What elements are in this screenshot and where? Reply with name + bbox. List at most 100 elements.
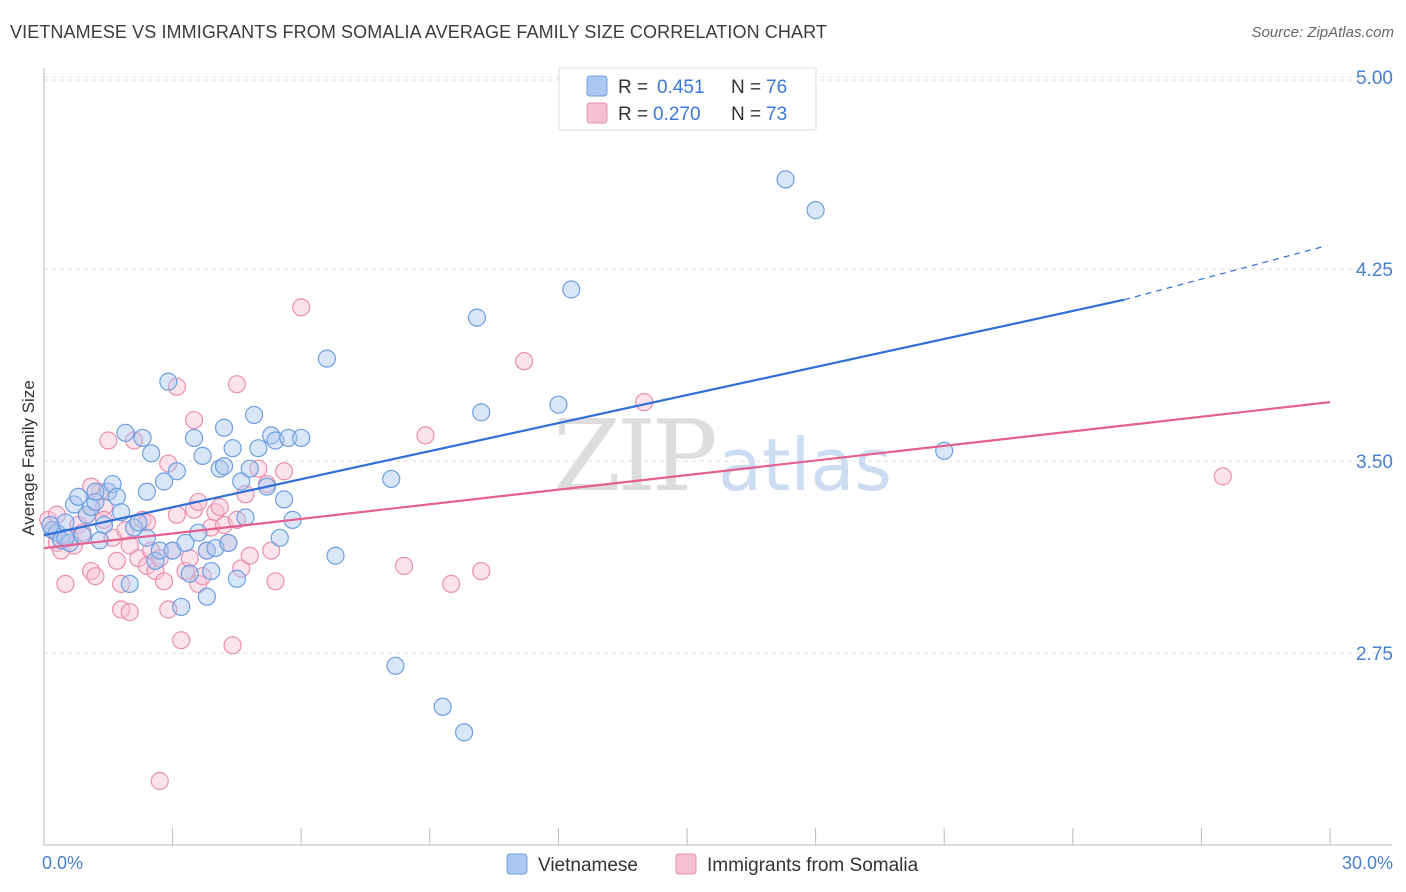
data-point — [262, 541, 281, 560]
data-point — [154, 472, 174, 491]
y-tick-label: 5.00 — [1356, 68, 1393, 89]
trend-line-somalia — [43, 401, 1331, 550]
watermark-atlas: atlas — [718, 423, 892, 507]
trend-lines — [43, 245, 1331, 550]
data-point — [137, 482, 156, 501]
data-point — [1213, 467, 1232, 486]
y-tick-labels: 2.75 3.50 4.25 5.00 — [1356, 68, 1393, 665]
data-point — [172, 597, 191, 617]
data-point — [99, 431, 118, 450]
data-point — [150, 771, 169, 791]
data-point — [56, 574, 75, 593]
data-point — [240, 459, 259, 478]
data-point — [120, 574, 139, 593]
data-point — [146, 551, 165, 570]
data-point — [159, 372, 178, 391]
data-point — [223, 636, 242, 655]
data-point — [467, 308, 487, 327]
chart-title: VIETNAMESE VS IMMIGRANTS FROM SOMALIA AV… — [10, 22, 827, 42]
data-point — [202, 561, 221, 581]
data-point — [184, 410, 204, 430]
legend-r-label-somalia: R = — [618, 104, 648, 125]
data-point — [270, 528, 289, 547]
data-point — [240, 546, 259, 565]
data-point — [562, 280, 581, 299]
source-label: Source: ZipAtlas.com — [1251, 24, 1394, 41]
data-point — [176, 533, 195, 553]
data-point — [120, 536, 139, 555]
x-tick-label: 0.0% — [42, 853, 83, 873]
trend-line-vietnamese-extension — [1124, 245, 1326, 301]
data-point — [442, 574, 461, 593]
legend-swatch-vietnamese — [586, 75, 608, 97]
data-point — [223, 439, 242, 458]
legend: R = 0.451 N = 76 R = 0.270 N = 73 — [558, 67, 817, 131]
data-point — [227, 375, 246, 394]
legend-n-value-somalia: 73 — [766, 104, 787, 125]
data-point — [107, 551, 126, 570]
data-point — [317, 349, 337, 368]
data-point — [180, 564, 199, 583]
legend-n-label-vietnamese: N = — [731, 77, 761, 98]
data-point — [236, 508, 255, 527]
data-point — [189, 523, 208, 542]
data-point — [94, 515, 114, 535]
data-point — [150, 541, 169, 560]
legend-swatch-somalia — [586, 102, 608, 124]
data-point — [292, 298, 311, 317]
data-point — [515, 352, 534, 371]
x-tick-label: 30.0% — [1342, 853, 1393, 873]
trend-line-vietnamese — [43, 298, 1125, 537]
legend-r-value-somalia: 0.270 — [653, 104, 701, 125]
bottom-legend-swatch-somalia — [675, 853, 697, 875]
data-point — [120, 602, 139, 622]
data-point — [274, 462, 294, 481]
legend-r-value-vietnamese: 0.451 — [657, 77, 705, 98]
data-point — [386, 656, 405, 675]
data-point — [279, 428, 298, 448]
data-point — [549, 395, 568, 414]
legend-n-label-somalia: N = — [731, 104, 761, 125]
data-point — [232, 559, 251, 578]
bottom-legend-swatch-vietnamese — [506, 853, 528, 875]
data-point — [214, 457, 234, 476]
bottom-legend-vietnamese: Vietnamese — [538, 855, 638, 876]
data-point — [227, 569, 246, 588]
data-point — [394, 556, 414, 576]
data-point — [326, 546, 345, 565]
data-point — [382, 469, 401, 489]
data-point — [69, 487, 88, 506]
x-tick-labels: 0.0% 30.0% — [42, 853, 1393, 873]
data-point — [244, 405, 264, 425]
data-point — [292, 428, 311, 448]
bottom-legend: Vietnamese Immigrants from Somalia — [506, 853, 919, 876]
data-point — [180, 549, 199, 568]
data-point — [172, 631, 191, 650]
data-point — [107, 487, 126, 506]
data-point — [197, 587, 216, 606]
data-point — [86, 482, 105, 501]
data-point — [193, 446, 212, 465]
data-point — [86, 567, 105, 586]
data-point — [416, 426, 435, 445]
data-point — [433, 697, 452, 716]
data-point — [232, 472, 251, 491]
data-point — [73, 526, 92, 545]
watermark-zip: ZIP — [553, 400, 715, 514]
legend-n-value-vietnamese: 76 — [766, 77, 787, 98]
y-tick-label: 4.25 — [1356, 260, 1393, 281]
y-tick-label: 2.75 — [1356, 644, 1393, 665]
legend-r-label-vietnamese: R = — [618, 77, 648, 98]
data-point — [472, 403, 491, 422]
data-point — [154, 572, 174, 591]
data-point — [214, 418, 234, 437]
data-point — [133, 428, 152, 448]
data-point — [266, 572, 285, 591]
data-point — [274, 490, 294, 509]
data-point — [167, 377, 186, 396]
bottom-legend-somalia: Immigrants from Somalia — [707, 855, 919, 876]
data-point — [472, 561, 491, 581]
data-point — [167, 505, 186, 524]
data-point — [184, 428, 204, 448]
data-point — [454, 723, 474, 742]
